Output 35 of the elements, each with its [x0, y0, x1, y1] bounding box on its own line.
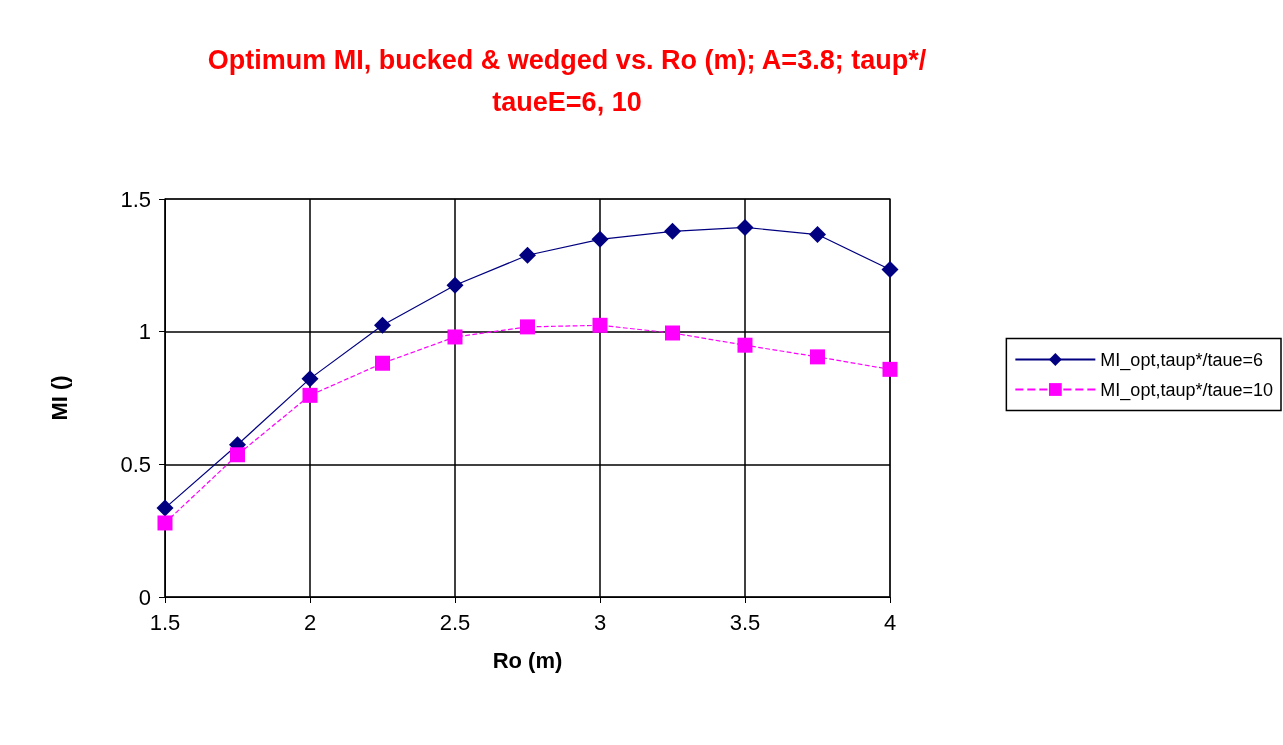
point [809, 226, 826, 244]
point [157, 515, 173, 531]
y-tick-label: 0.5 [120, 451, 151, 477]
legend-label: MI_opt,taup*/taue=10 [1100, 379, 1274, 401]
point [301, 370, 319, 388]
point [374, 316, 391, 334]
point [664, 222, 681, 240]
point [881, 261, 899, 279]
point [520, 319, 535, 335]
point [665, 325, 680, 341]
point [882, 361, 898, 377]
point [230, 447, 245, 463]
point [591, 230, 609, 248]
point [737, 337, 753, 353]
chart-title: Optimum MI, bucked & wedged vs. Ro (m); A=3.8; taup*/taueE=6, 10 [207, 45, 927, 117]
point [302, 387, 318, 403]
x-tick-label: 4 [883, 609, 897, 635]
point [156, 499, 174, 517]
legend-label: MI_opt,taup*/taue=6 [1100, 349, 1263, 371]
x-tick-label: 3 [593, 609, 607, 635]
x-tick-label: 3.5 [729, 609, 761, 635]
point [446, 276, 464, 294]
y-axis-title: MI () [46, 375, 72, 421]
y-tick-label: 1.5 [120, 186, 151, 212]
point [810, 349, 825, 365]
x-tick-label: 2.5 [439, 609, 471, 635]
point [592, 317, 608, 333]
y-tick-label: 1 [138, 319, 151, 345]
point [519, 246, 536, 264]
x-tick-label: 2 [303, 609, 317, 635]
y-tick-label: 0 [138, 584, 151, 610]
point [375, 355, 390, 371]
point [736, 218, 754, 236]
point [447, 329, 463, 345]
x-axis-title: Ro (m) [492, 647, 563, 673]
